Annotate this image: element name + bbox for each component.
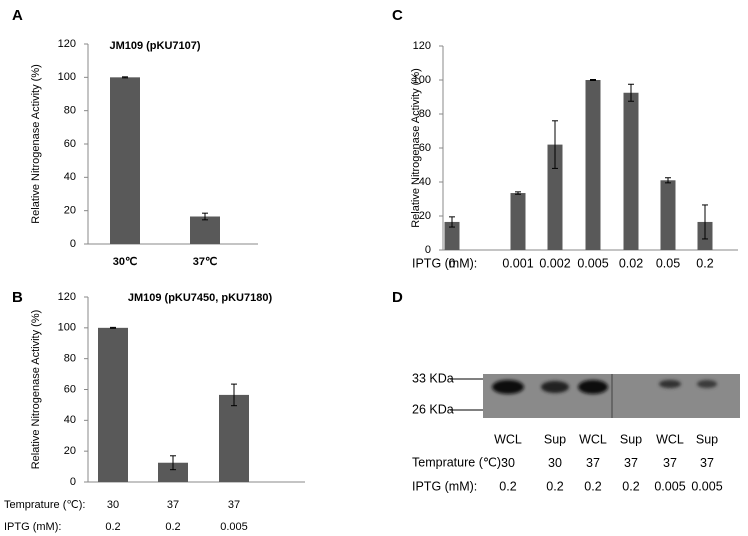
lane-label: 0.2 xyxy=(622,479,639,493)
y-tick-label: 80 xyxy=(64,353,76,365)
x-tick-label: 0.005 xyxy=(577,256,608,270)
x-tick-label: 0.2 xyxy=(696,256,713,270)
x-tick-label: 0.05 xyxy=(656,256,680,270)
lane-label: WCL xyxy=(656,432,684,446)
x-tick-label: 0.02 xyxy=(619,256,643,270)
band xyxy=(578,380,608,394)
x-tick-label-2: 0.005 xyxy=(220,521,248,533)
y-tick-label: 60 xyxy=(64,138,76,150)
blot-image xyxy=(450,374,740,418)
x-tick-label: 0.001 xyxy=(502,256,533,270)
lane-label: 37 xyxy=(700,456,714,470)
y-tick-label: 40 xyxy=(64,171,76,183)
lane-label: WCL xyxy=(494,432,522,446)
band xyxy=(541,381,569,393)
bar xyxy=(110,77,140,244)
y-tick-label: 40 xyxy=(419,176,431,188)
y-tick-label: 60 xyxy=(419,142,431,154)
y-tick-label: 80 xyxy=(64,105,76,117)
marker-label: 26 KDa xyxy=(412,402,454,416)
y-axis-label: Relative Nitrogenase Activity (%) xyxy=(30,310,42,470)
bar xyxy=(510,193,526,250)
y-tick-label: 40 xyxy=(64,414,76,426)
lane-label: 0.2 xyxy=(584,479,601,493)
y-tick-label: 60 xyxy=(64,383,76,395)
y-tick-label: 120 xyxy=(58,291,76,303)
lane-label: 0.005 xyxy=(654,479,685,493)
y-tick-label: 0 xyxy=(70,238,76,250)
y-tick-label: 20 xyxy=(64,205,76,217)
y-tick-label: 0 xyxy=(425,244,431,256)
panel-label: A xyxy=(12,7,23,24)
bar xyxy=(585,80,601,250)
marker-label: 33 KDa xyxy=(412,371,454,385)
y-tick-label: 20 xyxy=(419,210,431,222)
bar xyxy=(623,92,639,250)
bar xyxy=(190,216,220,244)
lane-label: 37 xyxy=(586,456,600,470)
band xyxy=(492,380,524,394)
y-tick-label: 20 xyxy=(64,445,76,457)
y-tick-label: 100 xyxy=(413,74,431,86)
band xyxy=(697,380,717,388)
row-label: Temprature (℃): xyxy=(412,455,505,469)
lane-label: Sup xyxy=(620,432,642,446)
y-tick-label: 80 xyxy=(419,108,431,120)
row-label: IPTG (mM): xyxy=(412,256,477,270)
row-label: Temprature (℃): xyxy=(4,499,85,511)
panel-label: C xyxy=(392,7,403,24)
x-tick-label: 37℃ xyxy=(193,256,218,268)
panel-label: B xyxy=(12,289,23,306)
x-tick-label: 30℃ xyxy=(113,256,138,268)
x-tick-label-2: 0.2 xyxy=(165,521,180,533)
lane-label: Sup xyxy=(544,432,566,446)
y-axis-label: Relative Nitrogenase Activity (%) xyxy=(30,64,42,224)
lane-label: 0.2 xyxy=(499,479,516,493)
chart-title: JM109 (pKU7450, pKU7180) xyxy=(128,292,273,304)
lane-label: Sup xyxy=(696,432,718,446)
chart-title: JM109 (pKU7107) xyxy=(109,40,200,52)
row-label: IPTG (mM): xyxy=(4,521,61,533)
lane-label: 0.005 xyxy=(691,479,722,493)
x-tick-label: 30 xyxy=(107,499,119,511)
lane-label: WCL xyxy=(579,432,607,446)
x-tick-label: 37 xyxy=(228,499,240,511)
x-tick-label: 0.002 xyxy=(539,256,570,270)
bar xyxy=(660,180,676,250)
bar xyxy=(158,462,188,482)
y-tick-label: 100 xyxy=(58,322,76,334)
y-tick-label: 120 xyxy=(413,40,431,52)
panel-label: D xyxy=(392,289,403,306)
lane-label: 37 xyxy=(624,456,638,470)
y-tick-label: 100 xyxy=(58,71,76,83)
lane-label: 30 xyxy=(548,456,562,470)
row-label: IPTG (mM): xyxy=(412,479,477,493)
bar xyxy=(547,144,563,250)
bar xyxy=(444,221,460,250)
x-tick-label: 37 xyxy=(167,499,179,511)
y-axis-label: Relative Nitrogenase Activity (%) xyxy=(410,68,422,228)
bar xyxy=(98,327,128,482)
lane-label: 0.2 xyxy=(546,479,563,493)
lane-label: 30 xyxy=(501,456,515,470)
y-tick-label: 120 xyxy=(58,38,76,50)
band xyxy=(659,380,681,388)
y-tick-label: 0 xyxy=(70,476,76,488)
lane-label: 37 xyxy=(663,456,677,470)
x-tick-label: 0 xyxy=(449,256,456,270)
bar xyxy=(219,394,249,482)
x-tick-label-2: 0.2 xyxy=(105,521,120,533)
